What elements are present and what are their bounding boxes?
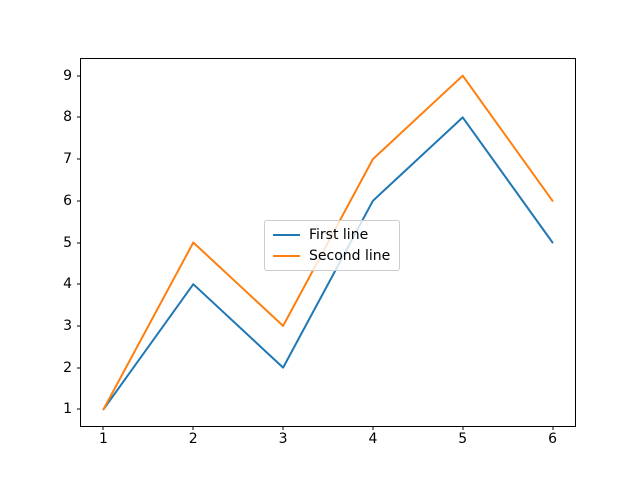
x-tick-mark [372,426,374,430]
y-tick-mark [77,325,81,327]
y-tick-mark [77,242,81,243]
x-tick-mark [282,426,284,430]
x-tick-label: 1 [98,431,108,447]
y-tick-label: 6 [63,192,72,209]
y-tick-mark [77,158,81,160]
y-tick-mark [77,116,81,118]
y-tick-mark [77,283,81,285]
x-tick-mark [462,426,464,430]
series-line-first-line [102,116,554,411]
x-tick-mark [192,426,194,430]
x-tick-label: 4 [368,431,378,447]
y-tick-label: 5 [63,234,72,251]
y-tick-mark [77,75,81,77]
legend-line-swatch-first [273,234,300,237]
x-tick-label: 6 [548,431,557,447]
y-tick-mark [77,367,81,369]
y-tick-label: 8 [63,109,72,126]
y-tick-label: 3 [63,317,72,334]
y-tick-mark [77,408,81,410]
y-tick-mark [77,200,81,202]
legend: First line Second line [264,220,401,272]
y-tick-label: 7 [63,151,72,168]
y-tick-label: 1 [63,401,72,418]
x-tick-label: 5 [458,431,468,447]
y-tick-label: 9 [63,67,72,84]
legend-label-second: Second line [309,248,391,265]
x-tick-label: 2 [188,431,198,447]
legend-item-first-line: First line [273,227,390,243]
x-tick-label: 3 [278,431,288,447]
y-tick-label: 4 [63,276,72,293]
y-tick-label: 2 [63,359,72,376]
plot-area: 1 2 3 4 5 6 1 2 3 4 5 6 7 8 9 First line Second line [63,58,576,446]
x-tick-mark [552,426,554,430]
legend-line-swatch-second [273,255,300,258]
x-tick-mark [102,426,104,430]
legend-item-second-line: Second line [273,248,390,264]
legend-label-first: First line [309,227,369,243]
